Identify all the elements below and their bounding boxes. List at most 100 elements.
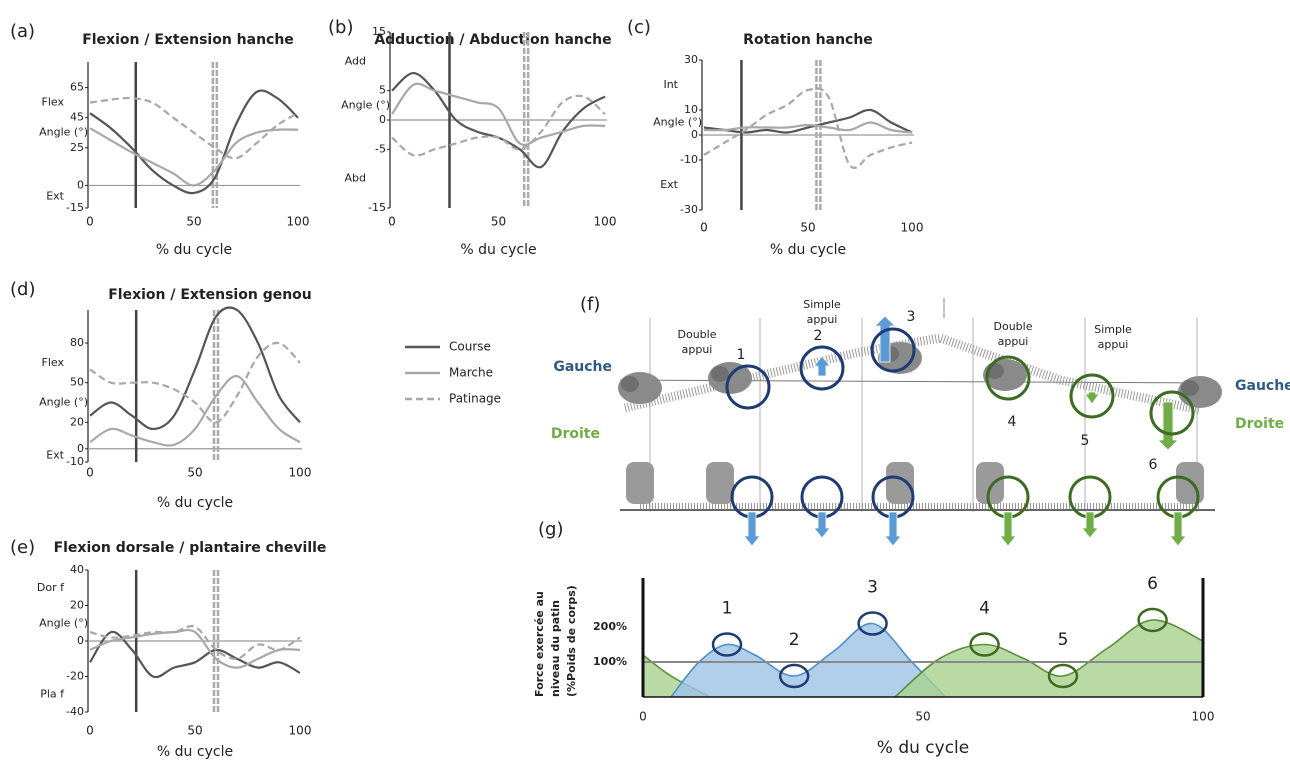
y-tick-label: 50 bbox=[70, 376, 84, 389]
area-fill bbox=[671, 623, 946, 697]
event-number: 4 bbox=[1008, 414, 1017, 430]
y-bottom-label: Pla f bbox=[40, 687, 65, 700]
annotation-label: 3 bbox=[867, 578, 878, 598]
chart-title: Flexion dorsale / plantaire cheville bbox=[54, 540, 327, 556]
series-line bbox=[89, 341, 301, 424]
phase-label: Double bbox=[678, 328, 717, 341]
y-bottom-label: Abd bbox=[345, 172, 367, 185]
series-line bbox=[89, 628, 301, 669]
panel-label: (a) bbox=[10, 21, 35, 42]
y-bottom-label: Ext bbox=[46, 190, 64, 203]
y-tick-label: -30 bbox=[680, 203, 698, 216]
chart-title: Rotation hanche bbox=[743, 32, 873, 48]
phase-label: appui bbox=[998, 335, 1029, 348]
force-arrow bbox=[1157, 401, 1179, 451]
legend-label: Patinage bbox=[449, 392, 501, 406]
phase-label: Simple bbox=[803, 298, 841, 311]
event-circle bbox=[799, 345, 845, 391]
event-number: 1 bbox=[737, 347, 746, 363]
side-label: Droite bbox=[551, 426, 600, 442]
y-axis-label: niveau du patin bbox=[549, 600, 562, 697]
skater-legs bbox=[706, 462, 734, 504]
y-top-label: Add bbox=[345, 54, 366, 67]
y-tick-label: 15 bbox=[372, 25, 386, 38]
y-top-label: Flex bbox=[42, 96, 65, 109]
phase-label: appui bbox=[682, 343, 713, 356]
skater-legs bbox=[1176, 462, 1204, 504]
x-axis-label: % du cycle bbox=[156, 242, 232, 258]
force-arrow bbox=[1084, 391, 1100, 405]
x-axis-label: % du cycle bbox=[157, 744, 233, 760]
skater-legs bbox=[976, 462, 1004, 504]
y-bottom-label: Ext bbox=[46, 448, 64, 461]
y-tick-label: 0 bbox=[379, 113, 386, 126]
phase-label: appui bbox=[807, 313, 838, 326]
x-tick-label: 0 bbox=[388, 215, 396, 229]
x-tick-label: 50 bbox=[186, 215, 201, 229]
panel-label: (g) bbox=[538, 519, 563, 540]
y-top-label: Dor f bbox=[37, 581, 65, 594]
panel-label: (f) bbox=[580, 294, 600, 315]
series-line bbox=[89, 374, 301, 447]
x-tick-label: 0 bbox=[86, 466, 94, 480]
series-line bbox=[391, 94, 606, 157]
x-tick-label: 50 bbox=[187, 724, 202, 738]
y-tick-label: 25 bbox=[70, 141, 84, 154]
y-tick-label: 20 bbox=[70, 415, 84, 428]
skater-legs bbox=[886, 462, 914, 504]
force-arrow bbox=[1169, 511, 1187, 547]
x-tick-label: 50 bbox=[187, 466, 202, 480]
y-axis-label: Angle (°) bbox=[39, 126, 88, 139]
y-tick-label: 10 bbox=[684, 103, 698, 116]
event-circle bbox=[985, 355, 1031, 401]
skater-head bbox=[1181, 380, 1199, 396]
chart-title: Flexion / Extension hanche bbox=[82, 32, 294, 48]
area-line bbox=[670, 622, 946, 698]
skater-head bbox=[621, 376, 639, 392]
chart-title: Flexion / Extension genou bbox=[108, 287, 312, 303]
series-line bbox=[89, 306, 301, 431]
annotation-label: 1 bbox=[722, 599, 733, 619]
y-axis-label: Angle (°) bbox=[341, 98, 390, 111]
annotation-circle bbox=[711, 632, 743, 657]
y-tick-label: 65 bbox=[70, 81, 84, 94]
series-line bbox=[391, 82, 606, 146]
x-axis-label: % du cycle bbox=[157, 495, 233, 511]
event-circle bbox=[725, 364, 771, 410]
x-tick-label: 50 bbox=[491, 215, 506, 229]
side-label: Droite bbox=[1235, 416, 1284, 432]
y-tick-label: -40 bbox=[66, 705, 84, 718]
annotation-circle bbox=[857, 611, 888, 636]
phase-label: Simple bbox=[1094, 323, 1132, 336]
y-tick-label: 0 bbox=[77, 442, 84, 455]
skater-head bbox=[711, 366, 729, 382]
y-tick-label: 200% bbox=[593, 620, 627, 633]
event-circle bbox=[1069, 373, 1115, 419]
x-tick-label: 100 bbox=[289, 724, 312, 738]
y-axis-label: Angle (°) bbox=[653, 116, 702, 129]
series-line bbox=[89, 630, 301, 679]
skater-legs bbox=[626, 462, 654, 504]
series-line bbox=[703, 121, 913, 134]
annotation-circle bbox=[778, 663, 810, 689]
area-line bbox=[894, 619, 1204, 698]
y-axis-label: (%Poids de corps) bbox=[565, 585, 578, 697]
y-tick-label: 30 bbox=[684, 53, 698, 66]
event-number: 5 bbox=[1081, 433, 1090, 449]
area-fill bbox=[643, 655, 711, 697]
side-label: Gauche bbox=[553, 359, 612, 375]
series-line bbox=[89, 625, 301, 660]
event-number: 3 bbox=[907, 309, 916, 325]
y-tick-label: 0 bbox=[691, 128, 698, 141]
annotation-circle bbox=[1047, 663, 1079, 689]
y-tick-label: 80 bbox=[70, 336, 84, 349]
x-axis-label: % du cycle bbox=[460, 242, 536, 258]
force-arrow bbox=[999, 511, 1017, 547]
x-tick-label: 100 bbox=[1192, 710, 1215, 724]
annotation-circle bbox=[1137, 607, 1168, 633]
legend-label: Marche bbox=[449, 366, 493, 380]
y-tick-label: 45 bbox=[70, 111, 84, 124]
x-tick-label: 100 bbox=[289, 466, 312, 480]
y-tick-label: -10 bbox=[680, 153, 698, 166]
